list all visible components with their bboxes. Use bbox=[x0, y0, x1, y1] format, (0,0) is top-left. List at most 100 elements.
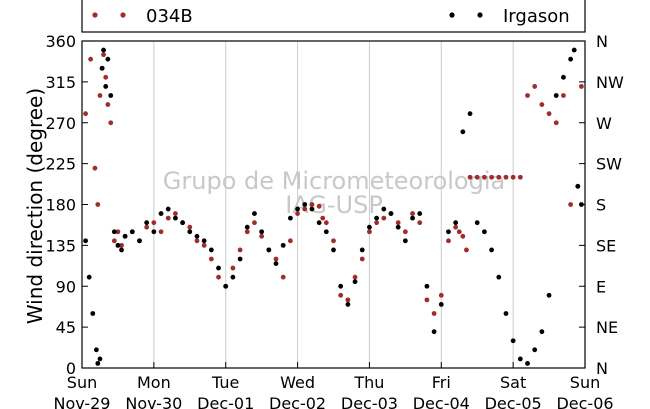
point-series-1-47 bbox=[359, 247, 365, 253]
legend-marker-irgason-1 bbox=[449, 12, 455, 18]
right-tick-label-7: NW bbox=[596, 73, 624, 92]
point-series-0-45 bbox=[345, 297, 351, 303]
y-tick-label-3: 135 bbox=[45, 236, 76, 255]
legend-marker-034b-1 bbox=[92, 12, 98, 18]
point-series-1-34 bbox=[266, 247, 272, 253]
y-tick-label-0: 0 bbox=[66, 359, 76, 378]
watermark-line-1: Grupo de Micrometeorologia bbox=[163, 167, 505, 195]
point-series-1-40 bbox=[309, 206, 315, 212]
axis-ticks: 04590135180225270315360NNEESESSWWNWNSunN… bbox=[45, 32, 624, 409]
point-series-1-31 bbox=[244, 224, 250, 230]
point-series-1-9 bbox=[105, 56, 111, 62]
point-series-0-56 bbox=[424, 297, 430, 303]
point-series-0-43 bbox=[331, 238, 336, 244]
point-series-0-73 bbox=[532, 84, 538, 89]
point-series-0-47 bbox=[359, 256, 365, 262]
point-series-1-18 bbox=[151, 229, 157, 235]
point-series-1-49 bbox=[374, 215, 380, 221]
point-series-1-20 bbox=[165, 206, 171, 212]
point-series-1-12 bbox=[115, 242, 121, 248]
point-series-1-27 bbox=[216, 265, 221, 271]
point-series-1-53 bbox=[402, 238, 408, 244]
point-series-1-6 bbox=[99, 65, 105, 71]
point-series-1-51 bbox=[388, 211, 394, 216]
point-series-1-52 bbox=[395, 224, 401, 230]
point-series-1-57 bbox=[431, 329, 437, 335]
point-series-0-29 bbox=[237, 247, 243, 253]
point-series-1-10 bbox=[108, 93, 114, 98]
legend: 034B Irgason bbox=[81, 0, 586, 33]
point-series-1-63 bbox=[474, 220, 480, 226]
point-series-0-48 bbox=[367, 229, 372, 235]
point-series-0-0 bbox=[83, 111, 88, 117]
point-series-1-64 bbox=[482, 229, 487, 235]
point-series-1-17 bbox=[144, 220, 150, 226]
point-series-1-24 bbox=[194, 233, 200, 239]
point-series-0-32 bbox=[259, 233, 265, 239]
point-series-0-26 bbox=[216, 274, 221, 280]
y-tick-label-7: 315 bbox=[45, 73, 76, 92]
point-series-0-8 bbox=[105, 102, 111, 107]
legend-label-034b: 034B bbox=[146, 6, 193, 27]
point-series-1-0 bbox=[83, 238, 88, 244]
point-series-0-66 bbox=[482, 174, 487, 180]
point-series-0-69 bbox=[503, 174, 509, 180]
point-series-0-76 bbox=[553, 120, 559, 126]
point-series-1-38 bbox=[295, 206, 300, 212]
point-series-0-35 bbox=[280, 274, 286, 280]
point-series-0-30 bbox=[244, 229, 250, 235]
point-series-1-5 bbox=[97, 356, 103, 362]
point-series-1-28 bbox=[223, 283, 229, 289]
point-series-1-36 bbox=[280, 242, 286, 248]
point-series-1-70 bbox=[525, 361, 530, 366]
point-series-1-19 bbox=[158, 211, 164, 216]
point-series-1-3 bbox=[93, 347, 99, 353]
point-series-1-7 bbox=[101, 47, 106, 53]
point-series-0-1 bbox=[88, 56, 94, 62]
point-series-0-25 bbox=[208, 256, 214, 262]
point-series-0-64 bbox=[467, 174, 473, 180]
point-series-1-62 bbox=[467, 111, 473, 117]
point-series-1-13 bbox=[119, 247, 124, 253]
point-series-1-42 bbox=[323, 229, 329, 235]
point-series-0-2 bbox=[92, 165, 98, 171]
y-tick-label-2: 90 bbox=[56, 277, 76, 296]
x-tick-date-0: Nov-29 bbox=[54, 394, 111, 409]
point-series-1-14 bbox=[122, 233, 128, 239]
watermark: Grupo de Micrometeorologia IAG-USP bbox=[163, 167, 505, 219]
point-series-1-65 bbox=[489, 247, 494, 253]
point-series-1-74 bbox=[553, 93, 559, 98]
point-series-1-2 bbox=[90, 311, 96, 316]
point-series-0-18 bbox=[158, 229, 164, 235]
point-series-0-58 bbox=[438, 292, 444, 298]
point-series-0-74 bbox=[539, 102, 545, 107]
point-series-1-69 bbox=[517, 356, 523, 362]
point-series-1-35 bbox=[273, 261, 279, 266]
point-series-0-42 bbox=[323, 220, 329, 226]
point-series-0-3 bbox=[95, 202, 101, 207]
point-series-1-56 bbox=[424, 283, 430, 289]
y-tick-label-8: 360 bbox=[45, 32, 76, 51]
x-tick-day-4: Thu bbox=[353, 373, 384, 392]
point-series-0-53 bbox=[402, 229, 408, 235]
point-series-0-77 bbox=[561, 93, 566, 98]
point-series-1-37 bbox=[287, 215, 293, 221]
point-series-0-34 bbox=[273, 256, 279, 262]
point-series-0-59 bbox=[446, 238, 451, 244]
x-tick-day-0: Sun bbox=[67, 373, 97, 392]
point-series-0-52 bbox=[395, 220, 401, 226]
point-series-0-60 bbox=[453, 224, 459, 230]
point-series-0-6 bbox=[101, 52, 106, 58]
point-series-0-78 bbox=[568, 202, 574, 207]
point-series-0-63 bbox=[464, 247, 469, 253]
point-series-0-71 bbox=[517, 174, 523, 180]
point-series-1-25 bbox=[201, 238, 207, 244]
point-series-0-70 bbox=[510, 174, 516, 180]
point-series-1-61 bbox=[460, 129, 466, 135]
point-series-0-75 bbox=[546, 111, 552, 117]
x-tick-date-4: Dec-03 bbox=[341, 394, 398, 409]
point-series-1-15 bbox=[129, 229, 135, 235]
point-series-0-40 bbox=[316, 203, 322, 209]
point-series-0-37 bbox=[295, 211, 300, 216]
